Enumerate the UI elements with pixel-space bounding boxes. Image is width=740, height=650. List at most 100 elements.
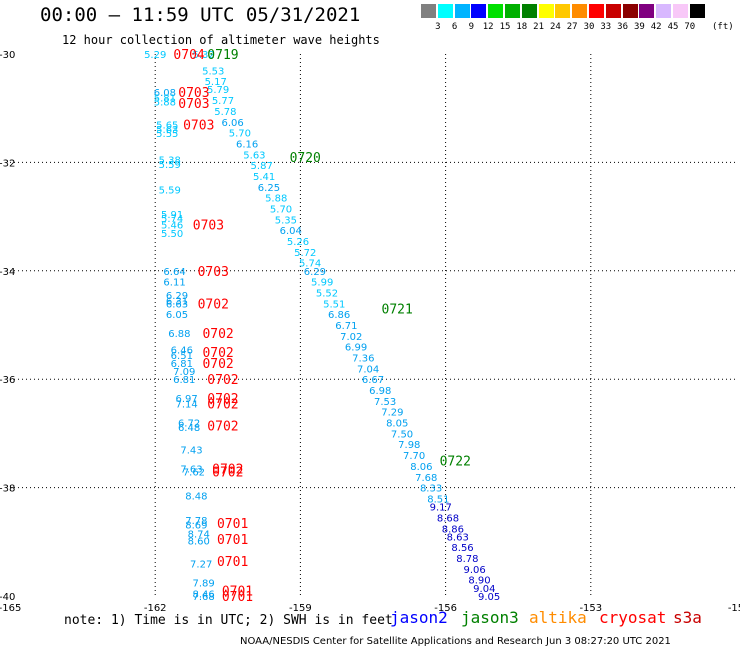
wave-height-value: 8.90: [468, 576, 490, 587]
color-scale-label: 15: [499, 22, 511, 32]
color-scale-label: 36: [617, 22, 629, 32]
wave-height-value: 6.86: [328, 310, 350, 321]
wave-height-value: 9.17: [430, 503, 452, 514]
pass-time-label: 0703: [178, 86, 209, 101]
wave-height-value: 8.68: [437, 513, 459, 524]
wave-height-value: 8.60: [188, 537, 210, 548]
color-swatch: [437, 4, 453, 18]
color-scale-label: 42: [650, 22, 662, 32]
wave-height-value: 5.17: [205, 77, 227, 88]
wave-height-value: 5.29: [144, 50, 166, 61]
color-swatch: [555, 4, 571, 18]
color-swatch: [454, 4, 470, 18]
y-tick-label: -36: [0, 375, 15, 386]
wave-height-value: 5.77: [212, 96, 234, 107]
wave-height-value: 6.46: [171, 345, 193, 356]
pass-time-label: 0701: [217, 555, 248, 570]
satellite-legend-s3a: s3a: [673, 608, 702, 627]
color-scale-label: 39: [633, 22, 645, 32]
wave-height-value: 7.29: [381, 408, 403, 419]
color-scale-label: 27: [566, 22, 578, 32]
wave-height-value: 7.14: [176, 400, 198, 411]
wave-height-value: 8.46: [192, 589, 214, 600]
wave-height-value: 8.56: [451, 543, 473, 554]
wave-height-value: 5.63: [243, 150, 265, 161]
color-scale-label: 3: [435, 22, 441, 32]
wave-height-value: 6.81: [171, 359, 193, 370]
satellite-legend-altika: altika: [529, 608, 587, 627]
pass-time-label: 0721: [382, 303, 413, 318]
color-scale-label: 70: [684, 22, 696, 32]
wave-height-value: 9.05: [478, 592, 500, 603]
wave-height-value: 5.46: [161, 221, 183, 232]
wave-height-value: 5.51: [323, 299, 345, 310]
color-scale-label: 18: [516, 22, 528, 32]
pass-time-label: 0701: [217, 533, 248, 548]
wave-height-value: 5.81: [154, 93, 176, 104]
pass-time-label: 0702: [198, 297, 229, 312]
color-scale-label: 6: [451, 22, 458, 32]
wave-height-value: 5.53: [202, 66, 224, 77]
x-tick-label: -156: [434, 603, 457, 614]
wave-height-value: 5.50: [161, 229, 183, 240]
wave-height-value: 5.99: [311, 278, 333, 289]
x-tick-label: -162: [144, 603, 167, 614]
scale-unit-label: (ft): [712, 22, 734, 32]
satellite-legend-jason2: jason2: [390, 608, 448, 627]
wave-height-value: 6.06: [222, 118, 244, 129]
wave-height-value: 5.70: [229, 129, 251, 140]
wave-height-value: 7.63: [180, 465, 202, 476]
wave-height-value: 6.08: [154, 88, 176, 99]
wave-height-value: 8.69: [185, 520, 207, 531]
wave-height-value: 8.74: [188, 530, 210, 541]
wave-height-value: 6.25: [258, 183, 280, 194]
wave-height-value: 7.43: [180, 446, 202, 457]
x-tick-label: -15: [728, 603, 740, 614]
wave-height-value: 6.64: [163, 267, 185, 278]
pass-time-label: 0720: [290, 151, 321, 166]
wave-height-value: 5.88: [265, 194, 287, 205]
wave-height-value: 8.51: [427, 494, 449, 505]
wave-height-value: 6.48: [178, 423, 200, 434]
wave-height-value: 6.81: [173, 375, 195, 386]
wave-height-value: 7.70: [403, 451, 425, 462]
wave-height-value: 6.88: [168, 329, 190, 340]
wave-height-value: 6.16: [236, 139, 258, 150]
wave-height-value: 5.41: [253, 172, 275, 183]
wave-height-value: 5.55: [156, 129, 178, 140]
wave-height-value: 6.67: [362, 375, 384, 386]
wave-height-value: 5.26: [287, 237, 309, 248]
color-swatch: [589, 4, 604, 18]
pass-time-label: 0703: [198, 265, 229, 280]
wave-height-value: 5.35: [275, 215, 297, 226]
x-tick-label: -165: [0, 603, 21, 614]
wave-height-value: 8.05: [386, 419, 408, 430]
color-scale-label: 33: [600, 22, 612, 32]
wave-height-value: 6.31: [166, 297, 188, 308]
satellite-legend-jason3: jason3: [461, 608, 519, 627]
color-swatch: [471, 4, 487, 18]
wave-height-value: 6.99: [345, 343, 367, 354]
pass-time-label: 0719: [207, 48, 238, 63]
wave-height-value: 5.59: [159, 186, 181, 197]
pass-time-label: 0702: [212, 463, 243, 478]
pass-time-label: 0702: [202, 357, 233, 372]
satellite-legend-cryosat: cryosat: [599, 608, 667, 627]
color-swatch: [689, 4, 705, 18]
wave-height-value: 5.70: [270, 204, 292, 215]
wave-height-value: 9.04: [473, 584, 495, 595]
chart-note: note: 1) Time is in UTC; 2) SWH is in fe…: [64, 613, 393, 628]
wave-height-value: 7.02: [340, 332, 362, 343]
wave-height-value: 5.87: [251, 161, 273, 172]
pass-time-label: 0703: [178, 97, 209, 112]
y-tick-label: -32: [0, 158, 15, 169]
wave-height-value: 7.04: [357, 364, 379, 375]
wave-height-value: 5.59: [159, 160, 181, 171]
color-scale-label: 12: [482, 22, 494, 32]
wave-height-value: 8.48: [185, 492, 207, 503]
wave-height-value: 7.68: [192, 592, 214, 603]
wave-height-value: 5.38: [159, 156, 181, 167]
color-swatch: [605, 4, 621, 18]
wave-height-value: 6.63: [166, 299, 188, 310]
